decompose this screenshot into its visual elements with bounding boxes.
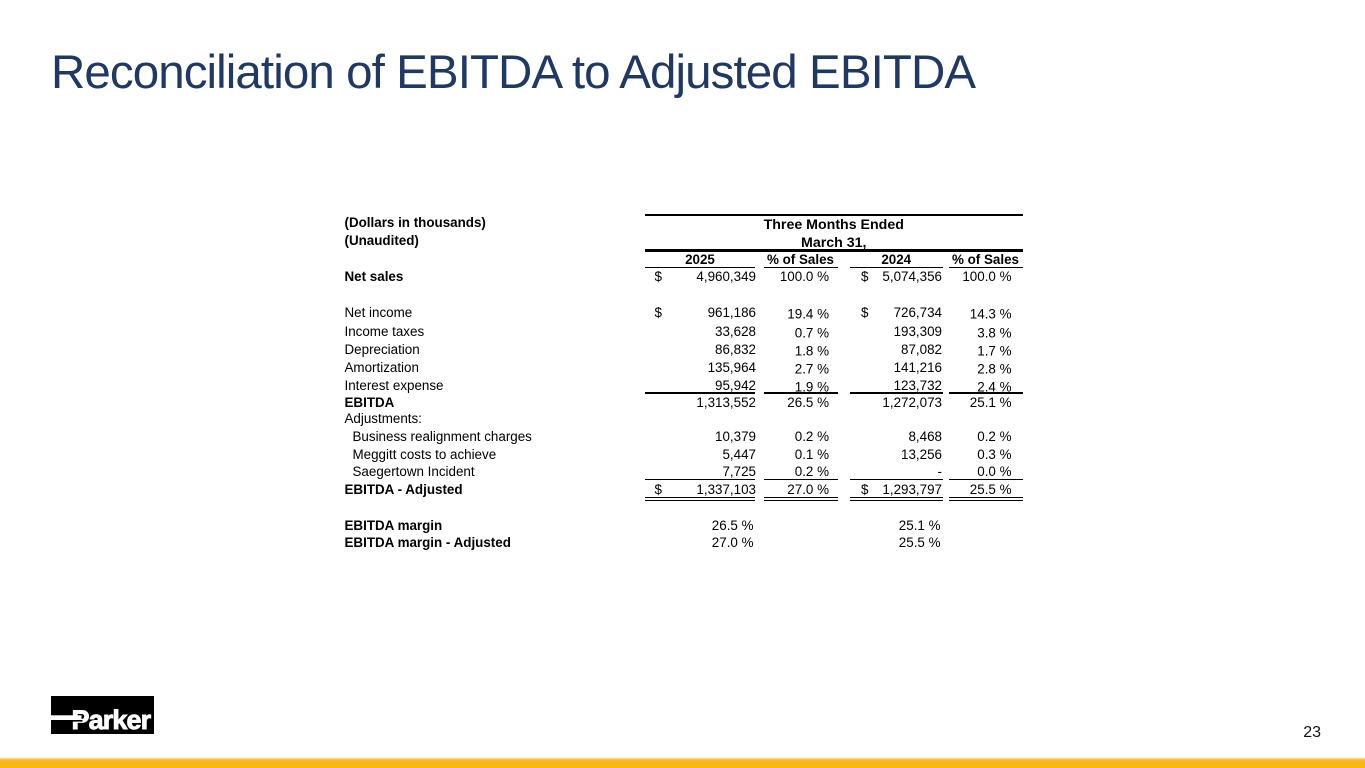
svg-text:Parker: Parker: [72, 705, 152, 734]
